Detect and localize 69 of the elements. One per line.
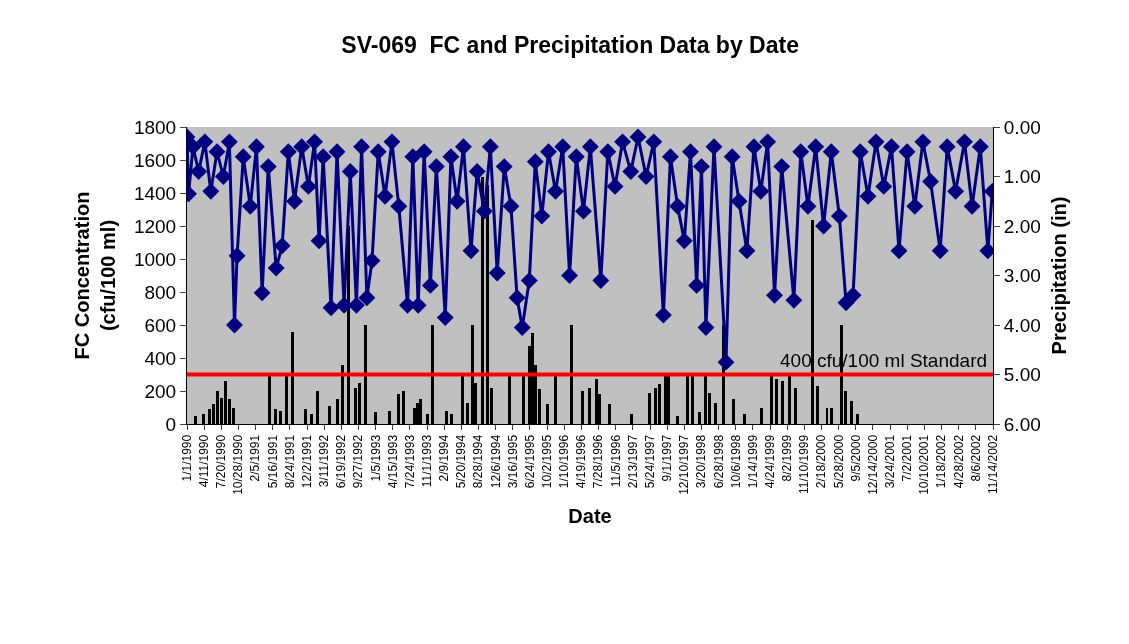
x-tick-label: 7/20/1990	[214, 434, 229, 489]
y2-tick-label: 2.00	[1003, 215, 1041, 237]
x-tick-label: 11/1/1993	[419, 434, 434, 488]
y2-tick-label: 4.00	[1003, 314, 1041, 336]
x-tick-label: 3/20/1998	[694, 434, 709, 489]
x-tick-label: 1/1/1990	[179, 434, 194, 482]
x-tick-label: 12/2/1991	[299, 434, 314, 489]
x-tick-label: 2/13/1997	[625, 434, 640, 489]
x-tick-label: 11/5/1996	[608, 434, 623, 488]
x-tick-label: 8/6/2002	[968, 434, 983, 482]
x-axis-title: Date	[568, 505, 612, 528]
y-tick-label: 1400	[133, 182, 177, 204]
x-tick-label: 10/10/2001	[917, 434, 932, 495]
y-tick-label: 1000	[133, 248, 177, 270]
x-tick-label: 7/24/1993	[402, 434, 417, 489]
y-tick-label: 800	[144, 281, 177, 303]
x-tick-label: 11/10/1999	[797, 434, 812, 494]
x-tick-label: 4/19/1996	[574, 434, 589, 489]
x-tick-label: 10/2/1995	[540, 434, 555, 489]
x-tick-label: 9/1/1997	[660, 434, 675, 482]
x-tick-label: 6/28/1998	[711, 434, 726, 489]
y2-tick-label: 0.00	[1003, 116, 1041, 138]
x-tick-label: 5/16/1991	[265, 434, 280, 489]
y2-axis-title: Precipitation (in)	[1048, 196, 1071, 355]
x-tick-label: 6/24/1995	[522, 434, 537, 489]
x-tick-label: 8/2/1999	[780, 434, 795, 482]
x-tick-label: 4/11/1990	[197, 434, 212, 488]
x-tick-label: 9/5/2000	[848, 434, 863, 482]
y2-tick-label: 3.00	[1003, 265, 1041, 287]
x-tick-label: 2/5/1991	[248, 434, 263, 482]
y-tick-label: 400	[144, 347, 177, 369]
x-tick-label: 7/28/1996	[591, 434, 606, 489]
x-tick-label: 1/14/1999	[745, 434, 760, 489]
x-tick-label: 11/14/2002	[985, 434, 1000, 494]
y-tick-label: 600	[144, 314, 177, 336]
x-tick-label: 7/2/2001	[900, 434, 915, 482]
y2-tick-label: 5.00	[1003, 364, 1041, 386]
x-tick-label: 5/20/1994	[454, 434, 469, 489]
x-tick-label: 6/19/1992	[334, 434, 349, 489]
x-tick-label: 5/28/2000	[831, 434, 846, 489]
x-tick-label: 4/24/1999	[762, 434, 777, 489]
y-tick-label: 1600	[133, 149, 177, 171]
x-tick-label: 8/24/1991	[282, 434, 297, 489]
x-tick-label: 5/24/1997	[642, 434, 657, 489]
y-tick-label: 1800	[133, 116, 177, 138]
x-tick-label: 10/28/1990	[231, 434, 246, 495]
x-tick-label: 12/10/1997	[677, 434, 692, 495]
x-tick-label: 1/18/2002	[934, 434, 949, 489]
x-tick-label: 12/6/1994	[488, 434, 503, 489]
x-tick-label: 4/15/1993	[385, 434, 400, 489]
x-tick-label: 8/28/1994	[471, 434, 486, 489]
x-tick-label: 1/5/1993	[368, 434, 383, 482]
y-axis-title: FC Concentration (cfu/100 ml)	[71, 191, 120, 360]
y-tick-label: 1200	[133, 215, 177, 237]
y2-tick-label: 1.00	[1003, 166, 1041, 188]
x-tick-label: 3/24/2001	[883, 434, 898, 489]
x-tick-label: 3/16/1995	[505, 434, 520, 489]
x-tick-label: 1/10/1996	[557, 434, 572, 489]
x-tick-label: 2/9/1994	[437, 434, 452, 482]
y-tick-label: 0	[165, 413, 177, 435]
y-tick-label: 200	[144, 380, 177, 402]
x-tick-label: 10/6/1998	[728, 434, 743, 489]
x-tick-label: 9/27/1992	[351, 434, 366, 489]
x-tick-label: 3/11/1992	[317, 434, 332, 488]
x-tick-label: 12/14/2000	[865, 434, 880, 495]
x-tick-label: 4/28/2002	[951, 434, 966, 489]
y2-tick-label: 6.00	[1003, 413, 1041, 435]
x-tick-label: 2/18/2000	[814, 434, 829, 489]
chart-title: SV-069 FC and Precipitation Data by Date	[341, 32, 799, 59]
